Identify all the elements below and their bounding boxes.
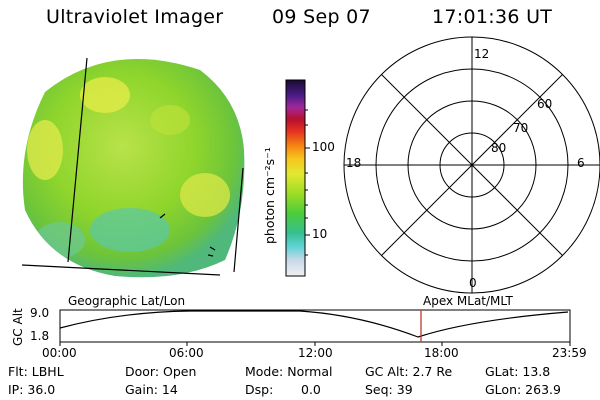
mlt-label-6: 6 bbox=[577, 156, 585, 170]
mode-status: Mode: Normal bbox=[245, 364, 333, 379]
dsp-value: 0.0 bbox=[301, 382, 321, 397]
timeline-right-title: Apex MLat/MLT bbox=[423, 294, 513, 308]
timeline-xtick-1800: 18:00 bbox=[424, 346, 459, 360]
mlt-label-0: 0 bbox=[469, 276, 477, 290]
colorbar bbox=[285, 79, 310, 277]
polar-grid bbox=[343, 36, 600, 294]
timeline-xtick-1200: 12:00 bbox=[298, 346, 333, 360]
instrument-title: Ultraviolet Imager bbox=[46, 6, 224, 28]
filter-status: Flt: LBHL bbox=[8, 364, 64, 379]
timeline-ytick-low: 1.8 bbox=[30, 329, 50, 343]
seq-status: Seq: 39 bbox=[365, 382, 413, 397]
ip-status: IP: 36.0 bbox=[8, 382, 56, 397]
uv-earth-disk bbox=[21, 57, 245, 278]
gc-alt-status: GC Alt: 2.7 Re bbox=[365, 364, 453, 379]
timeline-plot bbox=[59, 309, 571, 346]
dsp-label: Dsp: bbox=[245, 382, 274, 397]
timeline-xtick-0000: 00:00 bbox=[42, 346, 77, 360]
mlt-label-12: 12 bbox=[474, 47, 490, 61]
lat-label-80: 80 bbox=[491, 141, 507, 155]
time-label: 17:01:36 UT bbox=[432, 6, 553, 28]
mlt-label-18: 18 bbox=[346, 156, 362, 170]
timeline-ytick-high: 9.0 bbox=[30, 306, 50, 320]
gain-status: Gain: 14 bbox=[125, 382, 178, 397]
glon-status: GLon: 263.9 bbox=[485, 382, 561, 397]
date-label: 09 Sep 07 bbox=[272, 6, 371, 28]
timeline-left-title: Geographic Lat/Lon bbox=[68, 294, 186, 308]
lat-label-60: 60 bbox=[537, 97, 553, 111]
timeline-xtick-0600: 06:00 bbox=[169, 346, 204, 360]
colorbar-tick-100: 100 bbox=[312, 140, 335, 154]
glat-status: GLat: 13.8 bbox=[485, 364, 551, 379]
timeline-ylabel: GC Alt bbox=[11, 308, 25, 346]
lat-label-70: 70 bbox=[513, 121, 529, 135]
colorbar-unit-label: photon cm⁻²s⁻¹ bbox=[262, 147, 277, 244]
timeline-xtick-2359: 23:59 bbox=[552, 346, 587, 360]
door-status: Door: Open bbox=[125, 364, 197, 379]
colorbar-tick-10: 10 bbox=[312, 227, 328, 241]
